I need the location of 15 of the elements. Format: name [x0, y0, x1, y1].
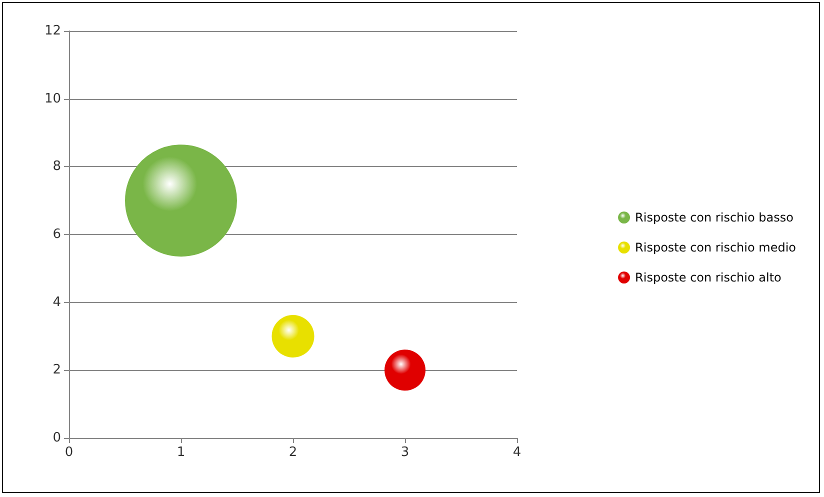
x-tick-label: 1	[176, 445, 186, 460]
x-tick-label: 3	[400, 445, 410, 460]
legend-label: Risposte con rischio basso	[635, 210, 794, 224]
y-tick-label: 8	[52, 159, 61, 174]
y-tick-label: 2	[52, 362, 61, 378]
x-tick-label: 0	[64, 445, 74, 460]
x-tick-label: 2	[288, 445, 298, 460]
y-tick-label: 0	[52, 430, 61, 446]
y-tick-label: 10	[44, 91, 61, 106]
y-tick-label: 4	[52, 294, 61, 310]
y-tick-label: 6	[52, 227, 61, 242]
legend-label: Risposte con rischio medio	[635, 240, 796, 254]
y-tick-label: 12	[44, 24, 61, 38]
legend-label: Risposte con rischio alto	[635, 270, 782, 284]
x-tick-label: 4	[512, 445, 522, 460]
